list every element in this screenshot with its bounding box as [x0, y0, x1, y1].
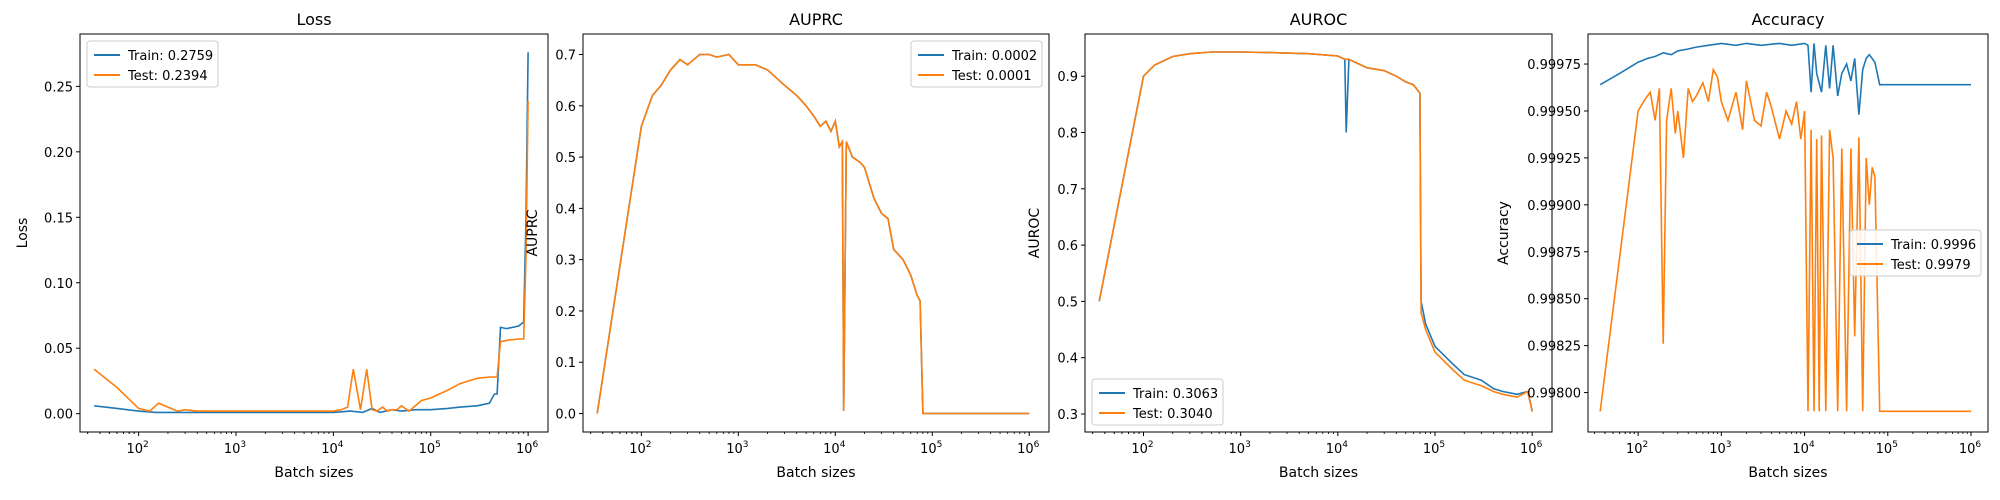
- y-tick-label: 0.99800: [1527, 387, 1581, 402]
- legend-label: Test: 0.3040: [1132, 407, 1213, 422]
- y-axis-label: AUPRC: [525, 209, 541, 256]
- x-tick-label: 102: [629, 440, 651, 457]
- axes-frame: [1587, 33, 1989, 433]
- x-axis-label: Batch sizes: [776, 465, 855, 481]
- y-tick-label: 0.0: [555, 408, 576, 423]
- y-tick-label: 0.3: [555, 254, 576, 269]
- y-tick-label: 0.7: [555, 49, 576, 64]
- series-line-1: [1098, 51, 1533, 412]
- series-line-0: [94, 52, 529, 414]
- y-tick-label: 0.20: [44, 146, 73, 161]
- legend: Train: 0.0002 Test: 0.0001: [910, 40, 1043, 88]
- axes-frame: [582, 33, 1050, 433]
- x-tick-label: 102: [1626, 440, 1648, 457]
- x-tick-label: 106: [1520, 440, 1543, 457]
- x-tick-label: 102: [1131, 440, 1153, 457]
- y-tick-label: 0.5: [555, 151, 576, 166]
- series-line-0: [1599, 42, 1971, 115]
- series-line-1: [596, 53, 1030, 415]
- y-tick-label: 0.99925: [1527, 152, 1581, 167]
- series-line-1: [93, 100, 529, 413]
- legend-label: Test: 0.2394: [127, 69, 208, 84]
- y-tick-label: 0.2: [555, 305, 576, 320]
- x-tick-label: 106: [1959, 440, 1982, 457]
- legend-label: Test: 0.0001: [951, 69, 1032, 84]
- x-tick-label: 105: [1876, 440, 1898, 457]
- legend: Train: 0.9996 Test: 0.9979: [1849, 229, 1982, 277]
- x-tick-label: 104: [321, 440, 344, 457]
- x-tick-label: 103: [224, 440, 246, 457]
- y-tick-label: 0.7: [1057, 183, 1078, 198]
- chart-title: Accuracy: [1751, 10, 1824, 29]
- x-tick-label: 106: [1017, 440, 1040, 457]
- x-tick-label: 102: [126, 440, 148, 457]
- y-axis-label: Loss: [15, 218, 31, 249]
- y-tick-label: 0.05: [44, 342, 73, 357]
- subplot-2: AUROC 0.3 0.4 0.5 0.6 0.7 0.8 0.9 102 103 104 105 10…: [1027, 10, 1553, 481]
- y-tick-label: 0.00: [44, 408, 73, 423]
- x-tick-label: 105: [920, 440, 942, 457]
- x-tick-label: 105: [1423, 440, 1445, 457]
- x-tick-label: 103: [1229, 440, 1251, 457]
- chart-title: Loss: [296, 10, 331, 29]
- y-tick-label: 0.9: [1057, 70, 1078, 85]
- y-tick-label: 0.99825: [1527, 340, 1581, 355]
- subplot-3: Accuracy 0.99800 0.99825 0.99850 0.99875 0.99…: [1496, 10, 1989, 481]
- x-axis-label: Batch sizes: [1748, 465, 1827, 481]
- y-tick-label: 0.99950: [1527, 105, 1581, 120]
- legend-label: Test: 0.9979: [1890, 258, 1971, 273]
- x-tick-label: 103: [726, 440, 748, 457]
- y-axis-label: AUROC: [1027, 208, 1043, 259]
- x-tick-label: 106: [516, 440, 539, 457]
- y-tick-label: 0.4: [1057, 352, 1078, 367]
- y-axis-label: Accuracy: [1496, 201, 1512, 265]
- x-axis-label: Batch sizes: [1279, 465, 1358, 481]
- y-tick-label: 0.99850: [1527, 293, 1581, 308]
- x-tick-label: 103: [1709, 440, 1731, 457]
- y-tick-label: 0.1: [555, 356, 576, 371]
- chart-title: AUPRC: [789, 10, 843, 29]
- y-tick-label: 0.6: [1057, 239, 1078, 254]
- x-tick-label: 105: [419, 440, 441, 457]
- axes-frame: [79, 33, 549, 433]
- y-tick-label: 0.15: [44, 211, 73, 226]
- legend-label: Train: 0.2759: [127, 49, 213, 64]
- series-line-0: [596, 53, 1030, 415]
- y-tick-label: 0.10: [44, 277, 73, 292]
- y-tick-label: 0.4: [555, 202, 576, 217]
- legend: Train: 0.2759 Test: 0.2394: [86, 40, 219, 88]
- legend-label: Train: 0.9996: [1890, 238, 1976, 253]
- x-tick-label: 104: [1326, 440, 1349, 457]
- y-tick-label: 0.5: [1057, 295, 1078, 310]
- chart-title: AUROC: [1290, 10, 1348, 29]
- x-axis-label: Batch sizes: [274, 465, 353, 481]
- subplot-0: Loss 0.00 0.05 0.10 0.15 0.20 0.25 102 103 104 105…: [15, 10, 549, 481]
- axes-frame: [1084, 33, 1553, 433]
- y-tick-label: 0.6: [555, 100, 576, 115]
- y-tick-label: 0.99900: [1527, 199, 1581, 214]
- x-tick-label: 104: [823, 440, 846, 457]
- y-tick-label: 0.25: [44, 80, 73, 95]
- y-tick-label: 0.99975: [1527, 58, 1581, 73]
- y-tick-label: 0.8: [1057, 127, 1078, 142]
- legend-label: Train: 0.3063: [1132, 387, 1218, 402]
- x-tick-label: 104: [1792, 440, 1815, 457]
- series-line-0: [1098, 51, 1533, 411]
- subplot-1: AUPRC 0.0 0.1 0.2 0.3 0.4 0.5 0.6 0.7 102 103 104 10…: [525, 10, 1050, 481]
- y-tick-label: 0.99875: [1527, 246, 1581, 261]
- legend: Train: 0.3063 Test: 0.3040: [1091, 378, 1224, 426]
- legend-label: Train: 0.0002: [951, 49, 1037, 64]
- y-tick-label: 0.3: [1057, 408, 1078, 423]
